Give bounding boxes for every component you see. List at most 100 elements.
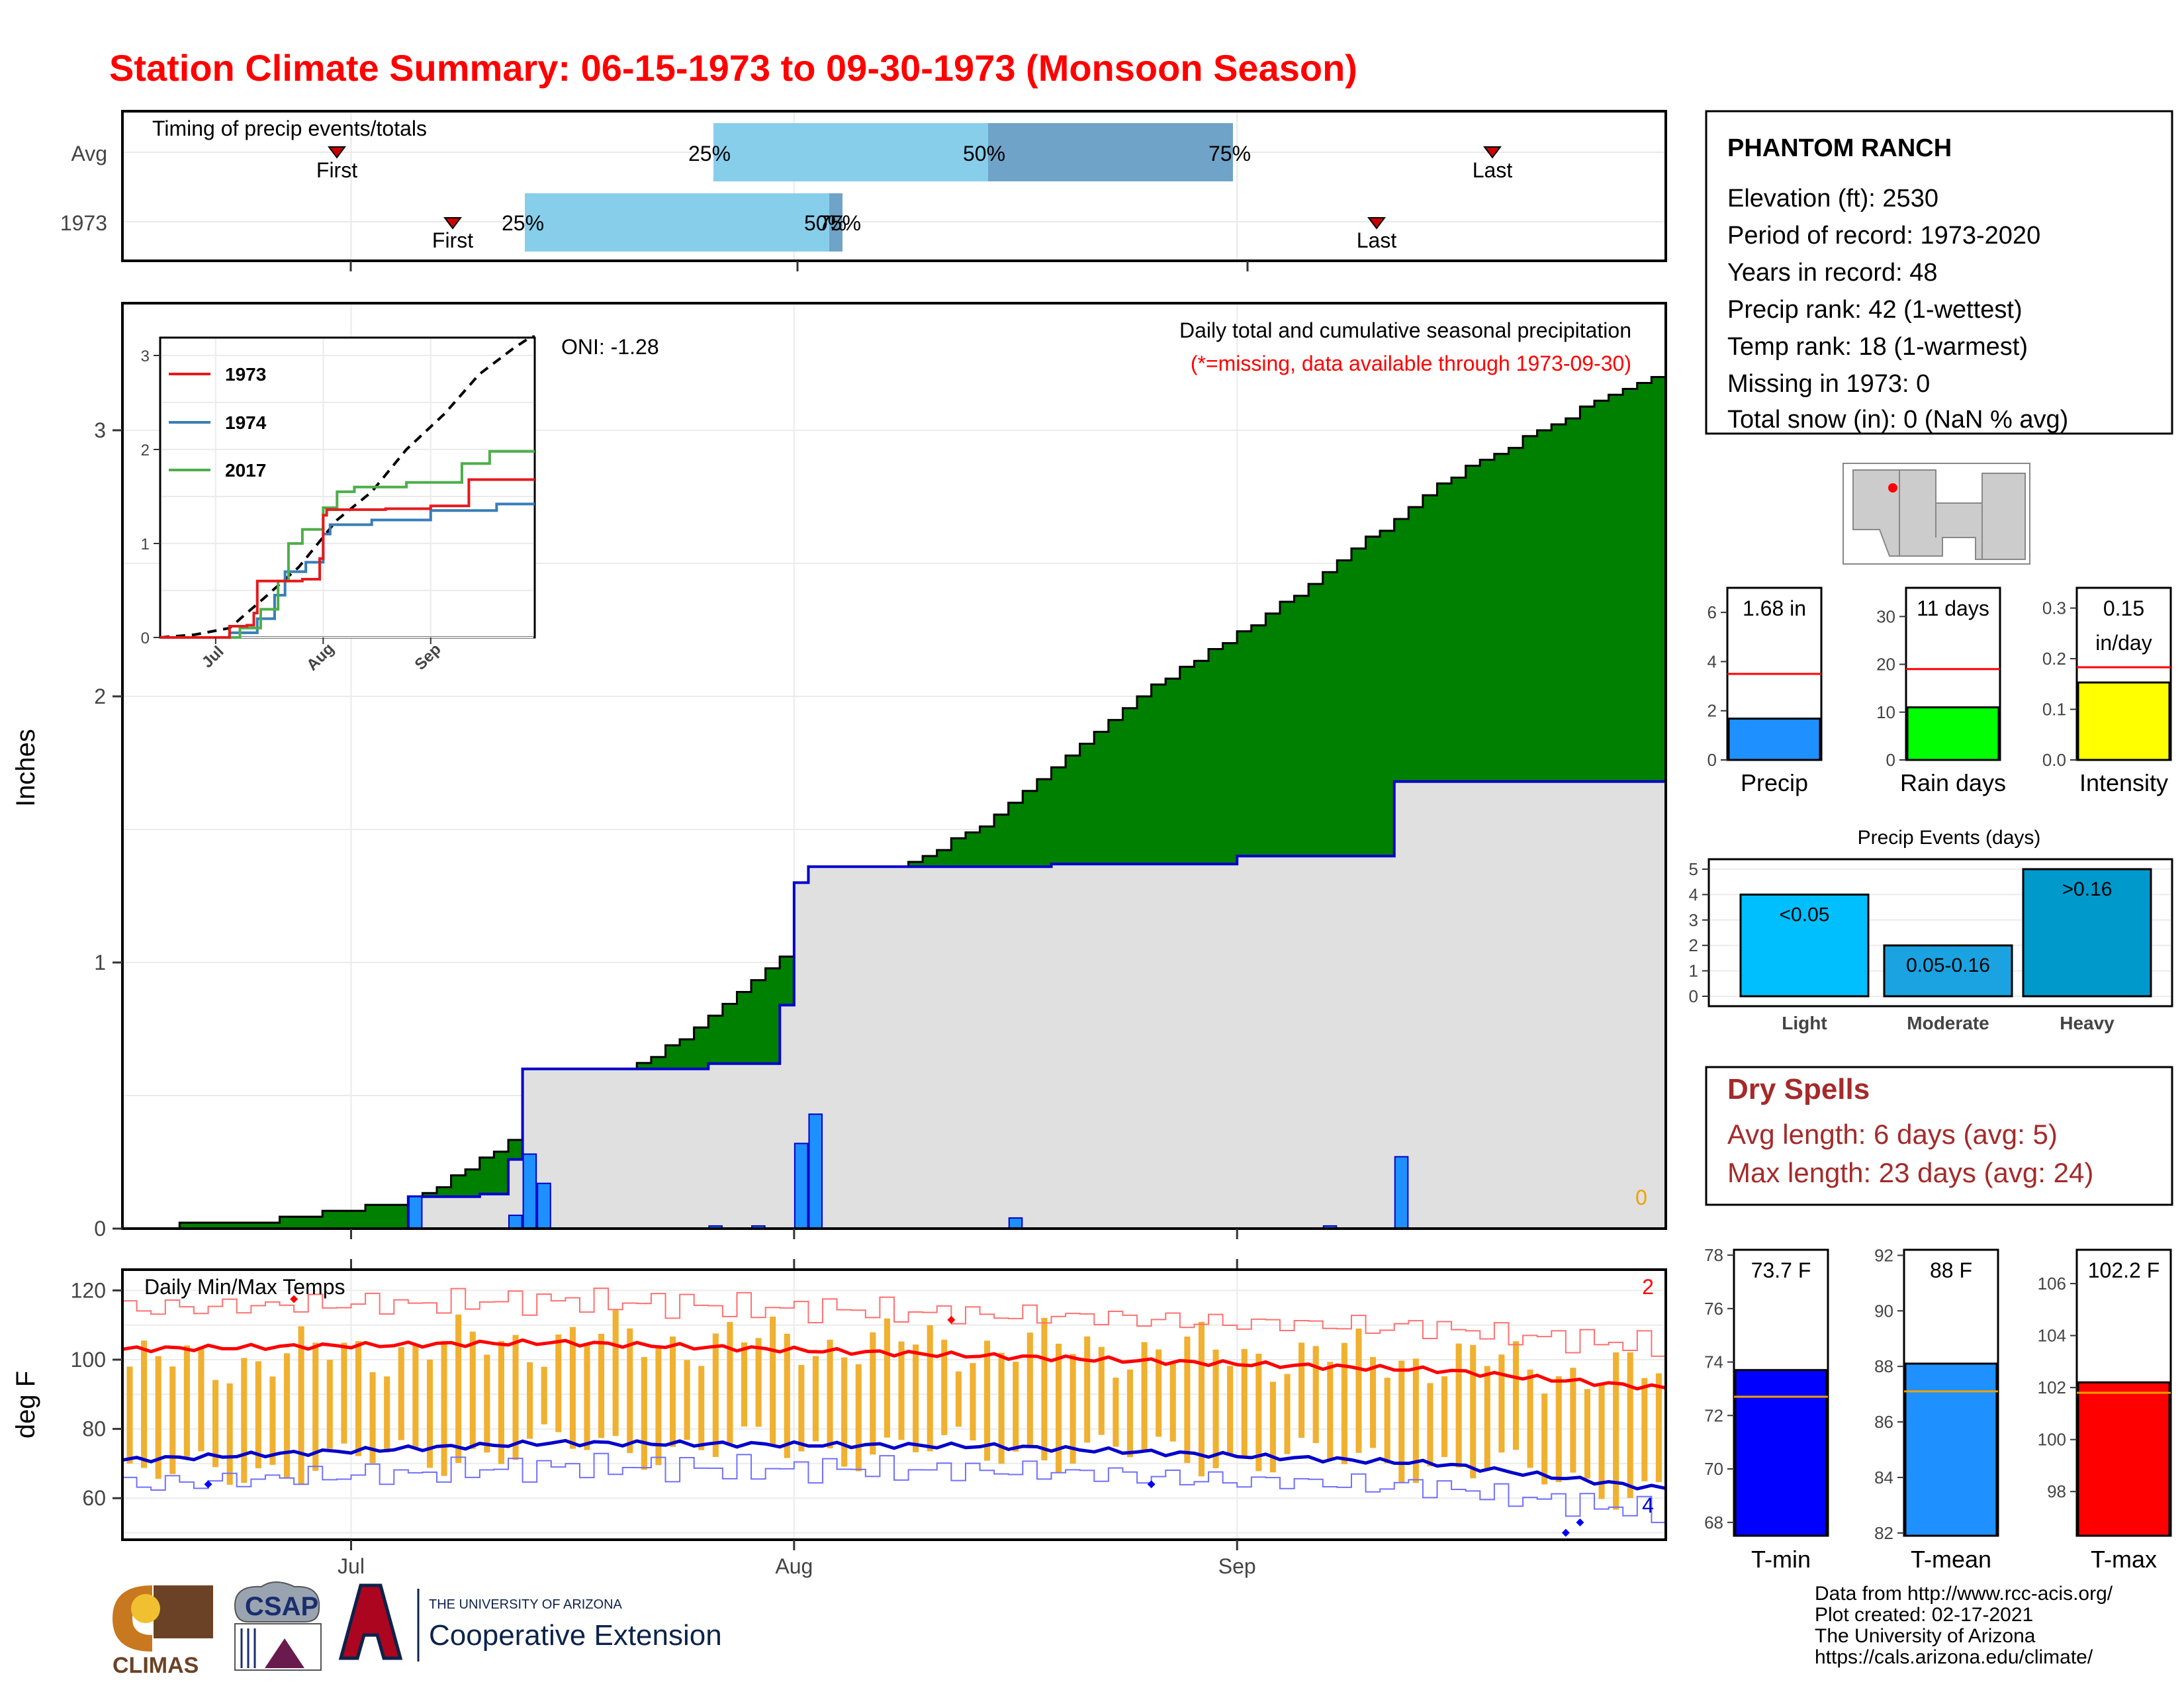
- mini-bar-value: [2077, 681, 2171, 761]
- inset-ytick: 2: [141, 442, 150, 459]
- temp-summary-bar: [1904, 1362, 1998, 1537]
- record-high-marker: [947, 1315, 956, 1324]
- temp-range-bar: [126, 1366, 133, 1464]
- temp-range-bar: [1055, 1343, 1062, 1473]
- precip-ytick: 3: [94, 418, 106, 442]
- temp-range-bar: [1512, 1341, 1520, 1450]
- temp-summary-tick: 104: [2038, 1326, 2066, 1346]
- temp-summary-t-max: 102.2 F 98 100 102 104 106 T-max: [2038, 1248, 2172, 1573]
- record-low-marker: [204, 1480, 212, 1489]
- mini-bar-tick: 30: [1876, 606, 1895, 626]
- climas-text: CLIMAS: [113, 1653, 199, 1678]
- temp-range-bar: [1312, 1346, 1319, 1443]
- timing-1973-first-marker: [443, 217, 462, 230]
- footer-logos: CLIMAS CSAP THE UNIVERSITY OF ARIZONA Co…: [113, 1581, 722, 1678]
- temp-range-bar: [841, 1357, 848, 1467]
- temp-summary-value: 88 F: [1930, 1258, 1972, 1282]
- timing-row-1973: 25% 50% 75% First Last: [432, 193, 1396, 252]
- temp-range-bar: [183, 1345, 190, 1457]
- footer-credits: Data from http://www.rcc-acis.org/ Plot …: [1815, 1583, 2113, 1668]
- temp-summary-tick: 68: [1704, 1513, 1723, 1532]
- temp-range-bar: [326, 1360, 333, 1449]
- mini-bar-tick: 0.0: [2042, 750, 2066, 770]
- mini-bar-label: Intensity: [2079, 769, 2168, 796]
- mini-bar-precip: 1.68 in 0 2 4 6 Precip: [1707, 586, 1823, 796]
- station-line-precip-rank: Precip rank: 42 (1-wettest): [1727, 296, 2023, 324]
- record-low-marker: [1147, 1480, 1156, 1489]
- temp-range-bar: [1026, 1333, 1033, 1448]
- temp-range-bar: [298, 1326, 304, 1485]
- temp-range-bar: [870, 1332, 876, 1455]
- timing-avg-25-label: 25%: [688, 142, 731, 165]
- temp-range-bar: [498, 1340, 504, 1464]
- ua-small-text: THE UNIVERSITY OF ARIZONA: [429, 1597, 623, 1612]
- event-bar-moderate: [1883, 944, 2013, 998]
- temp-range-bar: [812, 1356, 819, 1442]
- precip-ytick: 2: [94, 684, 106, 708]
- mini-bar-tick: 0: [1886, 750, 1895, 770]
- temp-summary-tick: 92: [1874, 1245, 1893, 1265]
- station-line-snow: Total snow (in): 0 (NaN % avg): [1727, 406, 2068, 434]
- temp-range-bar: [1412, 1358, 1419, 1483]
- inset-avg-line: [159, 335, 535, 639]
- inset-ytick: 0: [141, 630, 150, 647]
- temp-range-bar: [1227, 1366, 1234, 1455]
- timing-title: Timing of precip events/totals: [152, 117, 427, 140]
- temp-range-bar: [1641, 1378, 1648, 1481]
- temp-range-bar: [955, 1371, 962, 1427]
- event-bar-inner-label: 0.05-0.16: [1906, 955, 1990, 976]
- events-title: Precip Events (days): [1858, 827, 2041, 849]
- station-line-temp-rank: Temp rank: 18 (1-warmest): [1727, 333, 2028, 361]
- events-bars: <0.05 Light 0.05-0.16 Moderate >0.16 Heavy 0 1 2…: [1689, 859, 2152, 1033]
- inset-gridlines: [161, 339, 533, 638]
- temp-range-bar: [970, 1363, 976, 1440]
- mini-bar-tick: 4: [1707, 651, 1717, 671]
- precip-ylabel: Inches: [11, 729, 40, 807]
- mini-bar-tick: 0: [1707, 750, 1717, 770]
- timing-avg-50-label: 50%: [963, 142, 1005, 165]
- footer-line-univ: The University of Arizona: [1815, 1625, 2036, 1647]
- mini-bar-label: Rain days: [1900, 769, 2006, 796]
- temp-range-bar: [155, 1356, 161, 1479]
- temp-range-bar: [255, 1361, 261, 1469]
- station-line-missing: Missing in 1973: 0: [1727, 370, 1930, 398]
- climas-logo: CLIMAS: [113, 1585, 213, 1678]
- precip-subtitle: Daily total and cumulative seasonal prec…: [1179, 318, 1631, 342]
- temp-range-bar: [1255, 1353, 1262, 1472]
- temp-range-bar: [1555, 1376, 1562, 1482]
- mini-bar-value-text: 11 days: [1917, 596, 1989, 620]
- temp-range-bar: [455, 1314, 462, 1464]
- temp-range-bar: [898, 1341, 905, 1440]
- temp-range-bar: [484, 1354, 490, 1453]
- temp-range-bar: [727, 1322, 733, 1445]
- temp-range-bar: [612, 1310, 619, 1436]
- temp-range-bar: [984, 1340, 991, 1461]
- temp-ytick: 120: [71, 1278, 106, 1302]
- temp-range-bar: [827, 1339, 833, 1448]
- inset-ytick: 3: [141, 348, 150, 365]
- temp-range-bar: [1398, 1360, 1405, 1483]
- event-bar-inner-label: >0.16: [2062, 878, 2113, 900]
- inset-ytick: 1: [141, 536, 150, 553]
- temp-range-bar: [1384, 1378, 1390, 1464]
- events-ytick: 3: [1689, 910, 1698, 930]
- station-line-elevation: Elevation (ft): 2530: [1727, 185, 1938, 212]
- temp-range-bar: [684, 1360, 690, 1440]
- footer-line-created: Plot created: 02-17-2021: [1815, 1604, 2034, 1626]
- inset-legend-2017: 2017: [225, 460, 266, 481]
- temp-summary-label: T-mean: [1911, 1546, 1991, 1573]
- mini-bar-value-text: 0.15: [2103, 596, 2144, 620]
- temp-range-bar: [755, 1338, 762, 1427]
- timing-avg-75-label: 75%: [1208, 142, 1251, 165]
- temp-range-bar: [1269, 1382, 1276, 1473]
- temp-summary-tick: 70: [1704, 1459, 1723, 1479]
- oni-label: ONI: -1.28: [561, 335, 659, 359]
- mini-bar-tick: 0.2: [2042, 649, 2066, 669]
- temp-range-bar: [1126, 1369, 1134, 1458]
- temp-range-bar: [1655, 1373, 1662, 1482]
- timing-row-avg: 25% 50% 75% First Last: [316, 123, 1512, 182]
- temp-range-bar: [1327, 1362, 1334, 1460]
- temp-summary-tick: 102: [2038, 1378, 2066, 1397]
- temp-range-bar: [412, 1344, 419, 1448]
- temp-summary-tick: 86: [1874, 1412, 1893, 1432]
